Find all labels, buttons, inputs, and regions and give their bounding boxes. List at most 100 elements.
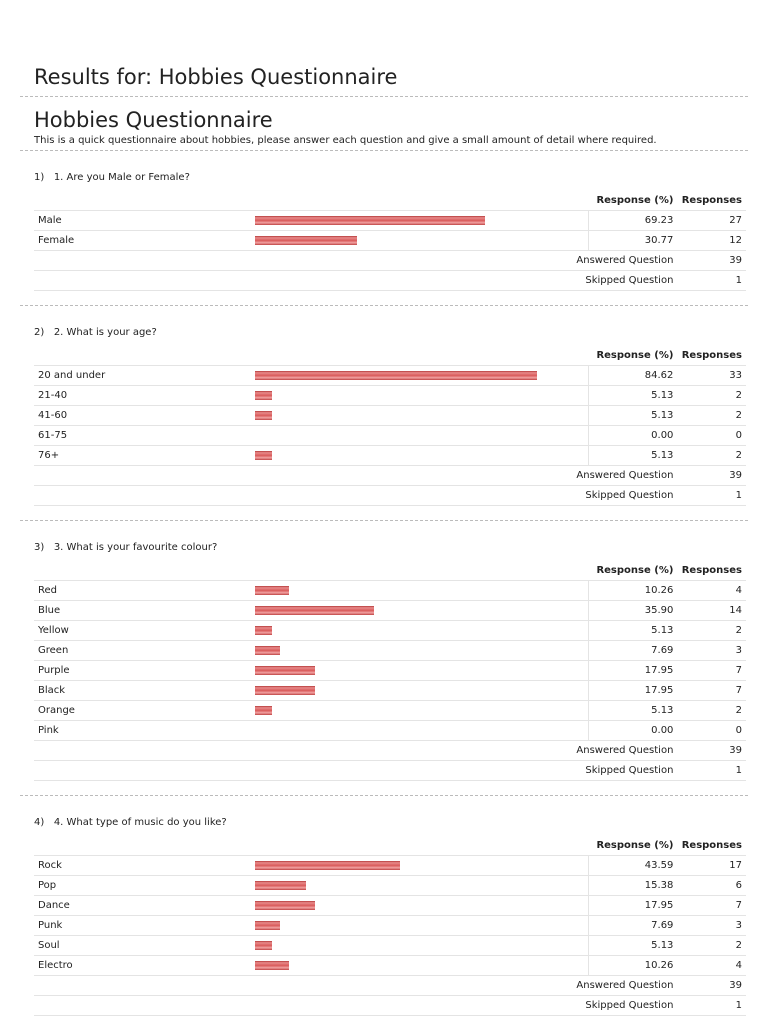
table-header: Response (%) Responses	[34, 346, 746, 366]
option-label: Dance	[34, 895, 251, 916]
results-table: Response (%) Responses Red 10.26 4 Blue 35.90 1…	[34, 561, 746, 781]
answered-row: Answered Question 39	[34, 740, 746, 761]
response-count: 2	[677, 405, 746, 426]
response-count: 27	[677, 210, 746, 231]
option-label: Purple	[34, 660, 251, 681]
table-row: Red 10.26 4	[34, 580, 746, 601]
table-row: Soul 5.13 2	[34, 935, 746, 956]
survey-description: This is a quick questionnaire about hobb…	[34, 135, 657, 146]
table-row: Rock 43.59 17	[34, 855, 746, 876]
question-section: 2) 2. What is your age? Response (%) Resp…	[20, 306, 748, 521]
skipped-row: Skipped Question 1	[34, 995, 746, 1016]
option-label: Black	[34, 680, 251, 701]
skipped-label: Skipped Question	[34, 485, 678, 506]
divider	[20, 795, 748, 796]
question-number: 1)	[34, 172, 45, 183]
response-count: 2	[677, 445, 746, 466]
answered-label: Answered Question	[34, 740, 678, 761]
table-row: Black 17.95 7	[34, 680, 746, 701]
skipped-row: Skipped Question 1	[34, 485, 746, 506]
question-text: 4. What type of music do you like?	[53, 817, 227, 828]
page-title: Results for: Hobbies Questionnaire	[34, 65, 398, 89]
response-pct: 10.26	[588, 955, 678, 976]
response-pct: 84.62	[588, 365, 678, 386]
response-count: 7	[677, 680, 746, 701]
answered-count: 39	[677, 465, 746, 486]
answered-count: 39	[677, 740, 746, 761]
answered-label: Answered Question	[34, 975, 678, 996]
table-header: Response (%) Responses	[34, 836, 746, 856]
option-label: 20 and under	[34, 365, 251, 386]
response-count: 12	[677, 230, 746, 251]
survey-title: Hobbies Questionnaire	[34, 108, 273, 132]
response-count: 7	[677, 895, 746, 916]
response-count: 4	[677, 580, 746, 601]
response-bar	[254, 236, 358, 245]
response-pct: 15.38	[588, 875, 678, 896]
response-pct: 5.13	[588, 620, 678, 641]
response-bar	[254, 451, 272, 460]
response-pct: 30.77	[588, 230, 678, 251]
response-count: 14	[677, 600, 746, 621]
answered-row: Answered Question 39	[34, 975, 746, 996]
response-pct: 0.00	[588, 720, 678, 741]
option-label: Pop	[34, 875, 251, 896]
option-label: Soul	[34, 935, 251, 956]
response-bar	[254, 666, 315, 675]
option-label: Pink	[34, 720, 251, 741]
header-response-pct: Response (%)	[588, 836, 678, 856]
question-number: 4)	[34, 817, 45, 828]
response-bar	[254, 901, 315, 910]
response-bar	[254, 606, 375, 615]
skipped-count: 1	[677, 760, 746, 781]
table-row: Blue 35.90 14	[34, 600, 746, 621]
question-title: 2) 2. What is your age?	[34, 325, 748, 341]
question-section: 1) 1. Are you Male or Female? Response (…	[20, 151, 748, 306]
question-section: 3) 3. What is your favourite colour? Res…	[20, 521, 748, 796]
table-row: Yellow 5.13 2	[34, 620, 746, 641]
option-label: Red	[34, 580, 251, 601]
header-responses: Responses	[677, 191, 746, 211]
option-label: 61-75	[34, 425, 251, 446]
table-row: 61-75 0.00 0	[34, 425, 746, 446]
response-count: 17	[677, 855, 746, 876]
skipped-count: 1	[677, 270, 746, 291]
response-pct: 10.26	[588, 580, 678, 601]
table-row: Punk 7.69 3	[34, 915, 746, 936]
divider	[20, 96, 748, 97]
table-header: Response (%) Responses	[34, 191, 746, 211]
response-bar	[254, 686, 315, 695]
skipped-label: Skipped Question	[34, 760, 678, 781]
option-label: Female	[34, 230, 251, 251]
option-label: Blue	[34, 600, 251, 621]
response-count: 2	[677, 385, 746, 406]
header-response-pct: Response (%)	[588, 561, 678, 581]
question-title: 3) 3. What is your favourite colour?	[34, 540, 748, 556]
table-row: Female 30.77 12	[34, 230, 746, 251]
option-label: Yellow	[34, 620, 251, 641]
skipped-count: 1	[677, 485, 746, 506]
response-count: 3	[677, 915, 746, 936]
results-table: Response (%) Responses Male 69.23 27 Female 30…	[34, 191, 746, 291]
question-text: 1. Are you Male or Female?	[53, 172, 190, 183]
response-count: 2	[677, 700, 746, 721]
question-title: 1) 1. Are you Male or Female?	[34, 170, 748, 186]
response-pct: 5.13	[588, 405, 678, 426]
answered-count: 39	[677, 975, 746, 996]
option-label: Orange	[34, 700, 251, 721]
response-pct: 0.00	[588, 425, 678, 446]
option-label: 76+	[34, 445, 251, 466]
divider	[20, 150, 748, 151]
answered-label: Answered Question	[34, 465, 678, 486]
answered-count: 39	[677, 250, 746, 271]
option-label: Green	[34, 640, 251, 661]
table-row: Pop 15.38 6	[34, 875, 746, 896]
response-count: 6	[677, 875, 746, 896]
response-bar	[254, 861, 400, 870]
question-number: 3)	[34, 542, 45, 553]
response-pct: 5.13	[588, 700, 678, 721]
table-row: 20 and under 84.62 33	[34, 365, 746, 386]
skipped-row: Skipped Question 1	[34, 760, 746, 781]
option-label: Male	[34, 210, 251, 231]
response-pct: 43.59	[588, 855, 678, 876]
